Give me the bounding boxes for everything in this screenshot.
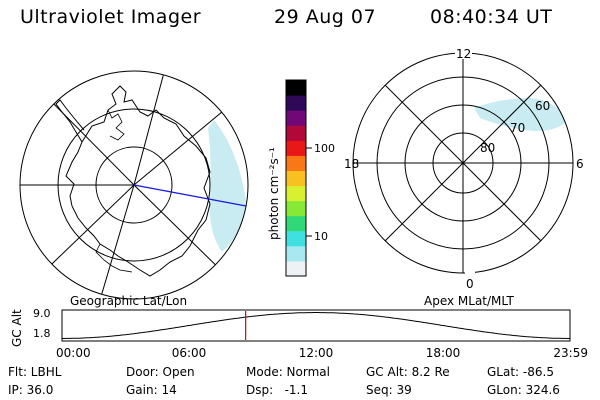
colorbar-cell — [286, 125, 306, 141]
colorbar-frame — [285, 79, 307, 277]
instrument-title: Ultraviolet Imager — [20, 6, 202, 28]
gc-alt-info: GC Alt: 8.2 Re — [366, 365, 450, 379]
geographic-map — [19, 70, 249, 300]
geo-panel-title: Geographic Lat/Lon — [70, 294, 187, 308]
geo-aurora-patch — [208, 120, 246, 252]
mlt-label-top: 12 — [456, 47, 471, 61]
colorbar-cell — [286, 80, 306, 96]
mlt-label-left: 18 — [344, 157, 359, 171]
gain-info: Gain: 14 — [126, 383, 177, 397]
coast-detail-lower — [95, 243, 133, 273]
colorbar-cell — [286, 260, 306, 277]
colorbar-tick-label-100: 100 — [314, 142, 335, 155]
door-info: Door: Open — [126, 365, 195, 379]
colorbar: 100 10 photon cm⁻²s⁻¹ — [267, 79, 335, 277]
colorbar-cell — [286, 230, 306, 247]
colorbar-cell — [286, 215, 306, 232]
dsp-info: Dsp: -1.1 — [246, 383, 309, 397]
altitude-plot-frame — [61, 309, 571, 342]
mlt-label-bottom-bg — [465, 266, 475, 278]
date-label: 29 Aug 07 — [274, 6, 377, 28]
mag-panel-title: Apex MLat/MLT — [424, 294, 514, 308]
antarctic-peninsula — [55, 99, 85, 143]
mode-info: Mode: Normal — [246, 365, 330, 379]
seq-info: Seq: 39 — [366, 383, 412, 397]
altitude-xtick-label: 23:59 — [553, 346, 588, 360]
altitude-xtick-label: 12:00 — [299, 346, 334, 360]
colorbar-cell — [286, 95, 306, 111]
mag-lat-label-70: 70 — [510, 121, 525, 135]
mlt-label-right: 6 — [576, 157, 584, 171]
mlt-label-top-bg — [455, 47, 472, 59]
glon-info: GLon: 324.6 — [487, 383, 560, 397]
ip-info: IP: 36.0 — [8, 383, 54, 397]
colorbar-cell — [286, 200, 306, 217]
colorbar-cell — [286, 245, 306, 262]
colorbar-cell — [286, 170, 306, 187]
altitude-curve — [62, 312, 570, 339]
colorbar-tick-label-10: 10 — [314, 230, 328, 243]
altitude-xticks: 00:00 06:00 12:00 18:00 23:59 — [56, 346, 588, 360]
glat-info: GLat: -86.5 — [487, 365, 554, 379]
colorbar-unit-label: photon cm⁻²s⁻¹ — [267, 147, 281, 240]
altitude-xtick-label: 18:00 — [426, 346, 461, 360]
time-label: 08:40:34 UT — [430, 6, 553, 28]
colorbar-cell — [286, 110, 306, 126]
magnetic-map: 12 0 18 6 80 70 60 — [344, 47, 584, 291]
mag-mlt-lines — [353, 53, 573, 273]
mag-aurora-patch — [474, 98, 566, 131]
mag-lat-label-80: 80 — [480, 141, 495, 155]
colorbar-cell — [286, 155, 306, 171]
colorbar-cell — [286, 140, 306, 156]
sun-direction-line — [133, 184, 247, 207]
altitude-ytick-bottom: 1.8 — [33, 327, 51, 340]
colorbar-cell — [286, 185, 306, 202]
altitude-xtick-label: 06:00 — [172, 346, 207, 360]
south-america-tip — [83, 71, 105, 77]
altitude-ytick-top: 9.0 — [33, 307, 51, 320]
filter-info: Flt: LBHL — [8, 365, 62, 379]
mag-lat-label-60: 60 — [535, 99, 550, 113]
antarctica-coastline — [65, 85, 211, 277]
altitude-ylabel: GC Alt — [10, 309, 24, 347]
altitude-xtick-label: 00:00 — [56, 346, 91, 360]
mlt-label-bottom: 0 — [466, 277, 474, 291]
altitude-plot: Geographic Lat/Lon Apex MLat/MLT GC Alt … — [10, 294, 588, 360]
coast-detail-upper — [107, 109, 125, 141]
